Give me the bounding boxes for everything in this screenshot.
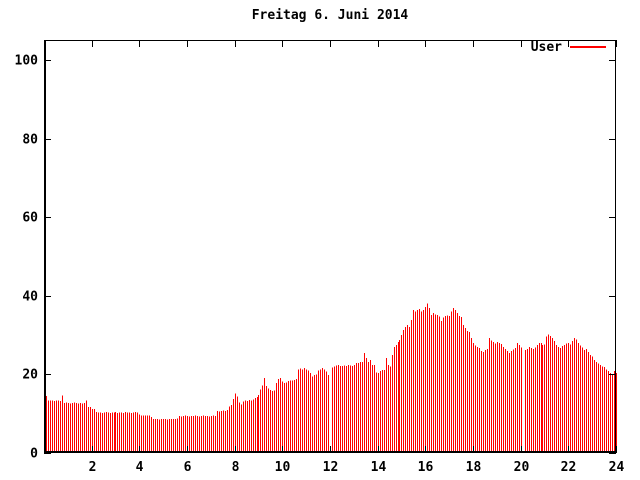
user-series-impulses: [46, 303, 617, 452]
legend: User: [531, 40, 606, 55]
x-tick-label: 24: [609, 460, 625, 475]
x-axis-ticks: [92, 40, 617, 453]
y-axis-ticks: [44, 60, 616, 454]
x-tick-label: 6: [184, 460, 192, 475]
x-tick-label: 2: [89, 460, 97, 475]
x-tick-label: 22: [561, 460, 577, 475]
plot-border: [44, 40, 616, 453]
x-tick-label: 14: [371, 460, 387, 475]
x-tick-label: 8: [232, 460, 240, 475]
y-tick-label: 0: [30, 447, 38, 462]
x-tick-label: 10: [275, 460, 291, 475]
y-tick-label: 100: [15, 54, 39, 69]
x-tick-label: 18: [466, 460, 482, 475]
y-tick-label: 40: [22, 290, 38, 305]
x-tick-labels: 2 4 6 8 10 12 14 16 18 20 22 24: [89, 460, 625, 475]
chart-title: Freitag 6. Juni 2014: [251, 8, 409, 23]
y-tick-label: 20: [22, 368, 38, 383]
y-tick-label: 60: [22, 211, 38, 226]
x-tick-label: 4: [136, 460, 144, 475]
y-tick-label: 80: [22, 133, 38, 148]
y-tick-labels: 0 20 40 60 80 100: [15, 54, 39, 462]
x-tick-label: 20: [514, 460, 530, 475]
legend-label: User: [531, 40, 562, 55]
x-tick-label: 12: [323, 460, 339, 475]
x-tick-label: 16: [418, 460, 434, 475]
